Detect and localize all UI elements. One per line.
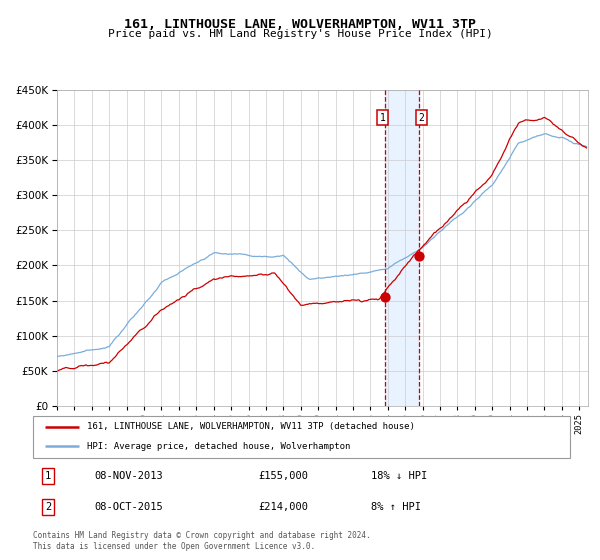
Text: £155,000: £155,000 xyxy=(259,471,308,481)
Text: 1: 1 xyxy=(45,471,51,481)
Point xyxy=(414,251,424,260)
Text: Price paid vs. HM Land Registry's House Price Index (HPI): Price paid vs. HM Land Registry's House … xyxy=(107,29,493,39)
Text: 8% ↑ HPI: 8% ↑ HPI xyxy=(371,502,421,512)
Text: 161, LINTHOUSE LANE, WOLVERHAMPTON, WV11 3TP: 161, LINTHOUSE LANE, WOLVERHAMPTON, WV11… xyxy=(124,18,476,31)
Bar xyxy=(385,90,419,406)
Text: HPI: Average price, detached house, Wolverhampton: HPI: Average price, detached house, Wolv… xyxy=(87,442,350,451)
Point xyxy=(380,292,390,301)
Text: 18% ↓ HPI: 18% ↓ HPI xyxy=(371,471,428,481)
Text: Contains HM Land Registry data © Crown copyright and database right 2024.: Contains HM Land Registry data © Crown c… xyxy=(33,531,371,540)
Text: £214,000: £214,000 xyxy=(259,502,308,512)
Text: 1: 1 xyxy=(380,113,386,123)
Text: This data is licensed under the Open Government Licence v3.0.: This data is licensed under the Open Gov… xyxy=(33,542,315,550)
Text: 2: 2 xyxy=(45,502,51,512)
Text: 2: 2 xyxy=(418,113,424,123)
Text: 161, LINTHOUSE LANE, WOLVERHAMPTON, WV11 3TP (detached house): 161, LINTHOUSE LANE, WOLVERHAMPTON, WV11… xyxy=(87,422,415,431)
Text: 08-OCT-2015: 08-OCT-2015 xyxy=(95,502,164,512)
Text: 08-NOV-2013: 08-NOV-2013 xyxy=(95,471,164,481)
